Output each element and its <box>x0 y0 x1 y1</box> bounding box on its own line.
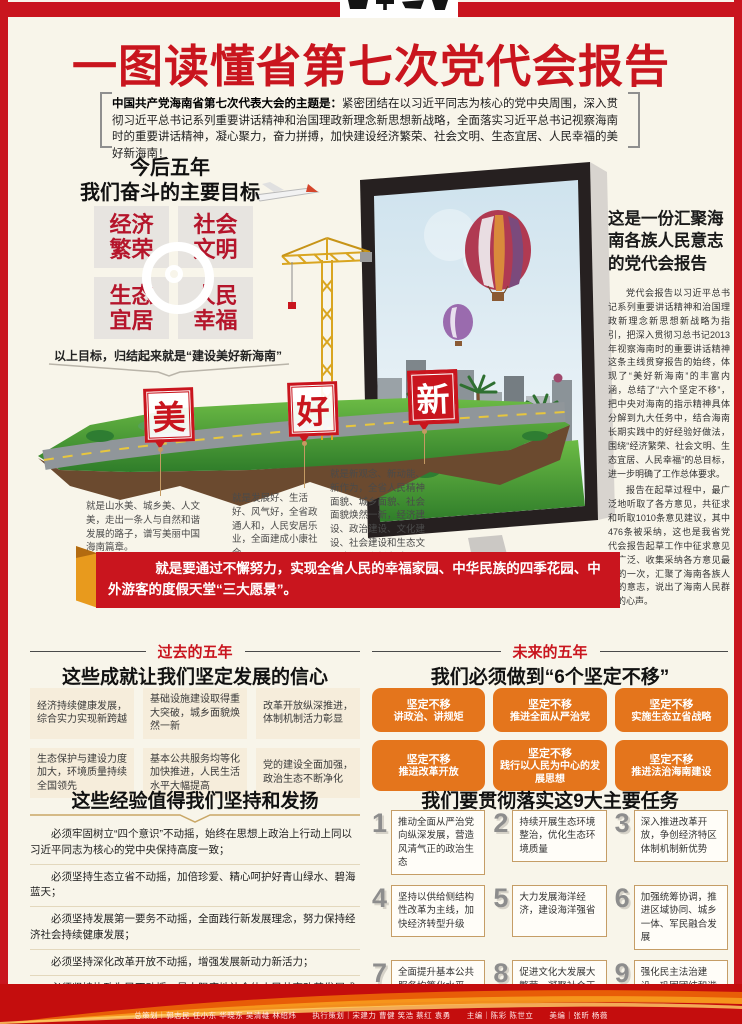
goals-heading: 今后五年 我们奋斗的主要目标 <box>55 156 285 206</box>
achievements-grid: 经济持续健康发展，综合实力实现新跨越 基础设施建设取得重大突破，城乡面貌焕然一新… <box>30 688 360 798</box>
unwavering-box: 坚定不移 推进全面从严治党 <box>493 688 607 732</box>
stamp-mei: 美 <box>143 387 195 443</box>
page-title: 一图读懂省第七次党代会报告 <box>71 41 670 92</box>
task-item: 2 持续开展生态环境整治，优化生态环境质量 <box>493 810 607 875</box>
banner-ribbon <box>76 546 98 608</box>
goals-note: 以上目标，归结起来就是“建设美好新海南” <box>53 349 282 363</box>
experiences-divider <box>30 814 360 823</box>
experience-item: 必须坚持发展第一要务不动摇，全面践行新发展理念，努力保持经济社会持续健康发展； <box>30 906 360 949</box>
goals-heading-line2: 我们奋斗的主要目标 <box>80 182 260 204</box>
intro-paragraph: 中国共产党海南省第七次代表大会的主题是：紧密团结在以习近平同志为核心的党中央周围… <box>112 96 620 163</box>
bottom-decorative-band <box>0 984 742 1024</box>
leader-line <box>422 429 427 464</box>
task-item: 5 大力发展海洋经济，建设海洋强省 <box>493 885 607 950</box>
task-item: 4 坚持以供给侧结构性改革为主线，加快经济转型升级 <box>372 885 486 950</box>
hot-air-balloon-medium <box>443 304 473 346</box>
intro-bracket-left <box>100 92 112 148</box>
masthead-glyph-fragment <box>432 0 448 10</box>
stamp-mei-description: 就是山水美、城乡美、人文美，走出一条人与自然和谐发展的路子，谱写美丽中国海南篇章… <box>86 501 201 554</box>
ring-emblem-icon <box>142 242 214 314</box>
masthead-glyph-fragment <box>348 0 368 9</box>
hot-air-balloon-small <box>553 373 563 383</box>
achievement-box: 基础设施建设取得重大突破，城乡面貌焕然一新 <box>143 688 247 739</box>
report-summary: 这是一份汇聚海南各族人民意志的党代会报告 党代会报告以习近平总书记系列重要讲话精… <box>608 208 730 609</box>
goal-box-people: 人民 幸福 <box>178 277 253 339</box>
unwavering-box: 坚定不移 推进法治海南建设 <box>614 740 728 791</box>
vision-banner-text: 就是要通过不懈努力，实现全省人民的幸福家园、中华民族的四季花园、中外游客的度假天… <box>108 561 601 597</box>
stamp-xin-description: 就是新观念、新动能、新作为，全省人民精神面貌、城乡面貌、社会面貌焕然一新，经济建… <box>330 469 426 563</box>
section-header-future: 未来的五年 <box>372 641 729 662</box>
experience-item: 必须坚持生态立省不动摇，加倍珍爱、精心呵护好青山绿水、碧海蓝天； <box>30 863 360 907</box>
section-header-past: 过去的五年 <box>30 641 361 662</box>
goal-box-ecology: 生态 宜居 <box>94 277 169 339</box>
page-border-right <box>734 0 742 1024</box>
experiences-heading: 这些经验值得我们坚持和发扬 <box>71 791 319 812</box>
experience-item: 必须牢固树立“四个意识”不动摇，始终在思想上政治上行动上同以习近平同志为核心的党… <box>30 828 352 856</box>
masthead-glyph-fragment <box>402 0 424 9</box>
masthead-cropped <box>340 0 458 18</box>
task-item: 3 深入推进改革开放，争创经济特区体制机制新优势 <box>615 810 728 875</box>
stamp-hao-description: 就是发展好、生活好、风气好，全省政通人和，人民安居乐业，全面建成小康社会。 <box>232 493 318 559</box>
construction-crane-icon <box>281 237 372 440</box>
section-label-past: 过去的五年 <box>157 644 233 661</box>
stamp-pin <box>418 422 430 431</box>
unwavering-box: 坚定不移 实施生态立省战略 <box>614 688 728 732</box>
leader-line <box>302 441 307 488</box>
intro-body: 紧密团结在以习近平同志为核心的党中央周围，深入贯彻习近平总书记系列重要讲话精神和… <box>112 98 618 161</box>
experience-item: 必须坚持深化改革开放不动摇，增强发展新动力新活力； <box>30 948 360 976</box>
goals-heading-line1: 今后五年 <box>130 157 210 179</box>
report-summary-para1: 党代会报告以习近平总书记系列重要讲话精神和治国理政新理念新思想新战略为指引，把深… <box>608 287 730 479</box>
report-summary-heading: 这是一份汇聚海南各族人民意志的党代会报告 <box>608 210 724 273</box>
intro-lead: 中国共产党海南省第七次代表大会的主题是： <box>112 98 342 110</box>
vision-banner: 就是要通过不懈努力，实现全省人民的幸福家园、中华民族的四季花园、中外游客的度假天… <box>96 552 620 608</box>
underbrace-line <box>48 363 290 377</box>
masthead-glyph-fragment <box>376 0 394 10</box>
stamp-pin <box>298 434 310 443</box>
leader-line <box>158 447 163 496</box>
intro-bracket-right <box>628 92 640 148</box>
task-item: 1 推动全面从严治党向纵深发展，营造风清气正的政治生态 <box>372 810 486 876</box>
monitor-side <box>590 162 615 520</box>
achievement-box: 基本公共服务均等化加快推进，人民生活水平大幅提高 <box>143 747 247 798</box>
unwavering-box: 坚定不移 推进改革开放 <box>372 740 486 791</box>
credits-line: 总策划｜郭志民 任小东 华晓东 吴清雄 林绍炜 执行策划｜宋建力 曹健 笑浩 蔡… <box>134 1011 608 1020</box>
stamp-pin <box>154 440 166 449</box>
unwavering-grid: 坚定不移 讲政治、讲规矩 坚定不移 推进全面从严治党 坚定不移 实施生态立省战略 坚定… <box>372 688 728 791</box>
unwavering-box: 坚定不移 讲政治、讲规矩 <box>372 688 486 732</box>
tasks-heading: 我们要贯彻落实这9大主要任务 <box>421 791 679 812</box>
achievement-box: 党的建设全面加强，政治生态不断净化 <box>256 747 360 798</box>
section-label-future: 未来的五年 <box>512 644 588 661</box>
achievements-heading: 这些成就让我们坚定发展的信心 <box>61 667 328 688</box>
airplane-icon <box>254 182 320 202</box>
task-item: 6 加强统筹协调，推进区域协同、城乡一体、军民融合发展 <box>615 885 728 951</box>
achievement-box: 经济持续健康发展，综合实力实现新跨越 <box>30 688 134 739</box>
hot-air-balloon-large <box>465 210 531 301</box>
road <box>42 402 566 470</box>
page-border-left <box>0 0 8 1024</box>
six-unwavering-heading: 我们必须做到“6个坚定不移” <box>430 667 670 688</box>
monitor-island-illustration <box>38 162 618 595</box>
report-summary-para2: 报告在起草过程中，最广泛地听取了各方意见，共征求和听取1010条意见建议，其中4… <box>608 484 730 607</box>
achievement-box: 生态保护与建设力度加大，环境质量持续全国领先 <box>30 747 134 798</box>
stamp-xin: 新 <box>407 369 459 425</box>
unwavering-box: 坚定不移 践行以人民为中心的发展思想 <box>493 740 607 791</box>
stamp-hao: 好 <box>287 381 339 437</box>
achievement-box: 改革开放纵深推进，体制机制活力彰显 <box>256 688 360 739</box>
